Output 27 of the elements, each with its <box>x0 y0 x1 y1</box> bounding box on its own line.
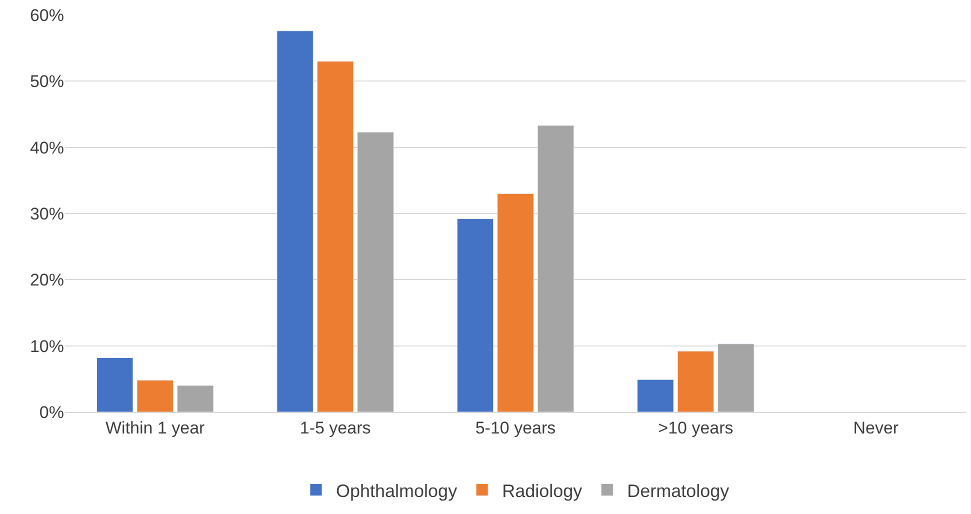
y-tick-label: 40% <box>30 138 64 158</box>
bar <box>537 125 574 412</box>
legend-label: Dermatology <box>627 480 730 501</box>
legend-label: Radiology <box>502 480 582 501</box>
bar <box>637 379 674 412</box>
bar <box>276 30 314 412</box>
x-tick-label: >10 years <box>658 418 734 438</box>
bar <box>316 61 354 412</box>
x-tick-label: Never <box>853 418 899 438</box>
bar <box>456 218 494 412</box>
y-tick-label: 10% <box>30 336 64 356</box>
legend-label: Ophthalmology <box>336 480 458 501</box>
y-tick-label: 0% <box>39 402 64 422</box>
x-tick-label: 5-10 years <box>475 418 556 438</box>
y-tick-label: 60% <box>30 6 64 25</box>
bar <box>96 357 134 412</box>
bar <box>176 385 214 412</box>
y-tick-label: 50% <box>30 72 64 92</box>
bar <box>677 350 714 412</box>
y-tick-label: 30% <box>30 204 64 224</box>
bar <box>357 132 394 412</box>
bar <box>497 193 534 412</box>
x-tick-label: Within 1 year <box>106 418 206 438</box>
y-tick-label: 20% <box>30 270 64 290</box>
x-tick-label: 1-5 years <box>300 418 371 438</box>
bar <box>136 380 174 412</box>
bar <box>718 344 754 412</box>
